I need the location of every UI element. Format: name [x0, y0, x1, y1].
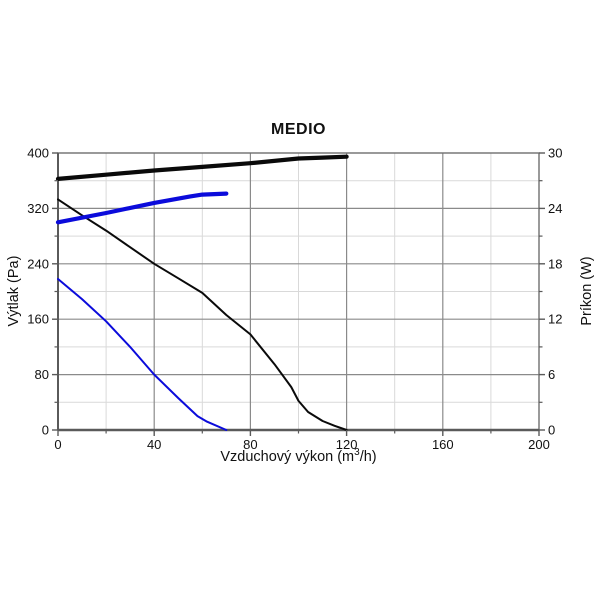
- y-right-tick-label: 6: [548, 367, 555, 382]
- y-left-tick-label: 320: [27, 201, 49, 216]
- power-curve-low-speed: [55, 191, 229, 225]
- y-left-tick-label: 80: [35, 367, 49, 382]
- x-tick-label: 80: [243, 437, 257, 452]
- y-right-tick-label: 0: [548, 423, 555, 438]
- x-tick-label: 160: [432, 437, 454, 452]
- y-left-tick-label: 240: [27, 256, 49, 271]
- x-axis-label-superscript: 3: [354, 447, 360, 459]
- y-right-tick-label: 12: [548, 312, 562, 327]
- pressure-curve-low-speed: [57, 278, 228, 431]
- x-axis-label-suffix: /h): [359, 449, 377, 465]
- x-tick-label: 40: [147, 437, 161, 452]
- y-left-tick-label: 160: [27, 312, 49, 327]
- y-right-tick-label: 24: [548, 201, 562, 216]
- chart-title: MEDIO: [271, 121, 326, 138]
- pressure-curve-high-speed: [57, 198, 348, 431]
- power-curve-high-speed: [55, 154, 349, 181]
- x-tick-label: 200: [528, 437, 550, 452]
- y-left-tick-label: 0: [42, 423, 49, 438]
- x-axis-label: Vzduchový výkon (m3/h): [58, 447, 539, 465]
- y-right-tick-label: 30: [548, 146, 562, 161]
- x-axis-label-prefix: Vzduchový výkon (m: [220, 449, 355, 465]
- y-left-tick-label: 400: [27, 146, 49, 161]
- y-right-tick-label: 18: [548, 256, 562, 271]
- x-tick-label: 120: [336, 437, 358, 452]
- x-tick-label: 0: [54, 437, 61, 452]
